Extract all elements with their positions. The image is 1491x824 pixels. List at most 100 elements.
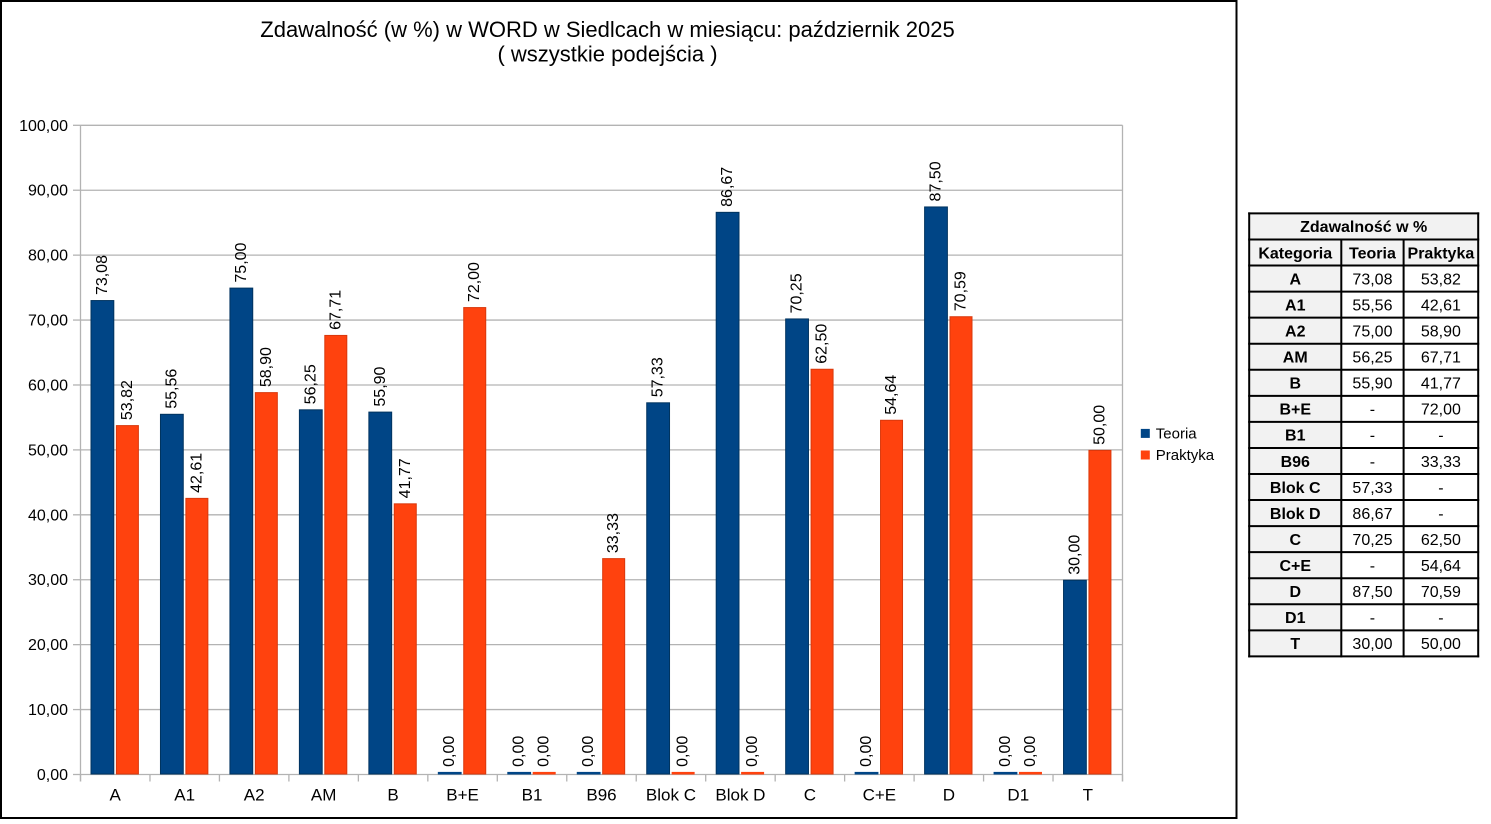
svg-text:Praktyka: Praktyka	[1156, 447, 1215, 464]
svg-text:Zdawalność (w %) w WORD w Sied: Zdawalność (w %) w WORD w Siedlcach w mi…	[260, 17, 954, 42]
svg-text:Blok C: Blok C	[1270, 480, 1321, 497]
svg-text:B+E: B+E	[446, 786, 479, 805]
svg-text:0,00: 0,00	[441, 736, 458, 767]
svg-text:AM: AM	[1283, 350, 1308, 367]
svg-text:-: -	[1370, 558, 1375, 575]
svg-text:A2: A2	[244, 786, 265, 805]
svg-text:33,33: 33,33	[1421, 454, 1461, 471]
svg-text:60,00: 60,00	[28, 377, 68, 394]
svg-text:-: -	[1438, 506, 1443, 523]
svg-text:100,00: 100,00	[19, 118, 68, 135]
svg-text:41,77: 41,77	[1421, 376, 1461, 393]
svg-text:62,50: 62,50	[1421, 532, 1461, 549]
svg-text:Teoria: Teoria	[1156, 426, 1198, 443]
svg-text:Blok D: Blok D	[715, 786, 765, 805]
svg-text:B96: B96	[1281, 454, 1310, 471]
svg-text:67,71: 67,71	[327, 290, 344, 330]
svg-text:-: -	[1370, 454, 1375, 471]
svg-text:C: C	[1289, 532, 1301, 549]
svg-text:-: -	[1370, 610, 1375, 627]
svg-text:A: A	[110, 786, 122, 805]
svg-text:70,25: 70,25	[789, 273, 806, 313]
svg-text:AM: AM	[311, 786, 337, 805]
svg-text:55,90: 55,90	[372, 366, 389, 406]
svg-text:0,00: 0,00	[858, 736, 875, 767]
svg-text:C+E: C+E	[1279, 558, 1311, 575]
svg-text:42,61: 42,61	[1421, 297, 1461, 314]
svg-text:D1: D1	[1285, 610, 1306, 627]
svg-text:40,00: 40,00	[28, 507, 68, 524]
svg-text:67,71: 67,71	[1421, 350, 1461, 367]
svg-text:30,00: 30,00	[1066, 535, 1083, 575]
svg-text:70,59: 70,59	[953, 271, 970, 311]
svg-text:T: T	[1083, 786, 1093, 805]
svg-text:B: B	[387, 786, 398, 805]
svg-text:58,90: 58,90	[1421, 323, 1461, 340]
svg-text:50,00: 50,00	[1421, 636, 1461, 653]
svg-text:0,00: 0,00	[1022, 736, 1039, 767]
svg-text:86,67: 86,67	[1352, 506, 1392, 523]
svg-text:30,00: 30,00	[1352, 636, 1392, 653]
svg-text:55,56: 55,56	[163, 369, 180, 409]
svg-text:53,82: 53,82	[1421, 271, 1461, 288]
svg-text:T: T	[1290, 636, 1300, 653]
svg-text:10,00: 10,00	[28, 702, 68, 719]
svg-text:A1: A1	[1285, 297, 1306, 314]
svg-text:C+E: C+E	[863, 786, 897, 805]
svg-text:54,64: 54,64	[883, 375, 900, 415]
svg-text:Zdawalność w %: Zdawalność w %	[1300, 219, 1427, 236]
svg-text:75,00: 75,00	[1352, 323, 1392, 340]
svg-text:87,50: 87,50	[1352, 584, 1392, 601]
svg-text:30,00: 30,00	[28, 572, 68, 589]
svg-text:42,61: 42,61	[188, 453, 205, 493]
svg-text:58,90: 58,90	[258, 347, 275, 387]
svg-text:B1: B1	[522, 786, 543, 805]
svg-text:87,50: 87,50	[928, 161, 945, 201]
svg-text:57,33: 57,33	[1352, 480, 1392, 497]
svg-text:50,00: 50,00	[28, 442, 68, 459]
svg-text:56,25: 56,25	[1352, 350, 1392, 367]
svg-text:73,08: 73,08	[1352, 271, 1392, 288]
svg-text:0,00: 0,00	[744, 736, 761, 767]
svg-text:55,56: 55,56	[1352, 297, 1392, 314]
svg-text:D: D	[943, 786, 955, 805]
svg-text:B: B	[1289, 376, 1301, 393]
svg-text:B+E: B+E	[1279, 402, 1311, 419]
svg-text:B1: B1	[1285, 428, 1306, 445]
svg-text:Kategoria: Kategoria	[1258, 245, 1332, 262]
svg-text:20,00: 20,00	[28, 637, 68, 654]
svg-text:80,00: 80,00	[28, 248, 68, 265]
svg-text:72,00: 72,00	[1421, 402, 1461, 419]
svg-text:0,00: 0,00	[511, 736, 528, 767]
svg-text:54,64: 54,64	[1421, 558, 1461, 575]
svg-text:( wszystkie podejścia ): ( wszystkie podejścia )	[497, 42, 717, 67]
svg-text:-: -	[1438, 428, 1443, 445]
svg-text:-: -	[1438, 480, 1443, 497]
svg-text:0,00: 0,00	[997, 736, 1014, 767]
svg-text:55,90: 55,90	[1352, 376, 1392, 393]
svg-text:62,50: 62,50	[814, 324, 831, 364]
svg-text:D1: D1	[1007, 786, 1029, 805]
svg-text:41,77: 41,77	[397, 458, 414, 498]
svg-text:B96: B96	[586, 786, 616, 805]
svg-text:D: D	[1289, 584, 1301, 601]
svg-text:Blok C: Blok C	[646, 786, 696, 805]
svg-text:-: -	[1438, 610, 1443, 627]
svg-text:53,82: 53,82	[119, 380, 136, 420]
svg-text:Praktyka: Praktyka	[1408, 245, 1475, 262]
svg-text:70,00: 70,00	[28, 313, 68, 330]
svg-text:73,08: 73,08	[94, 255, 111, 295]
svg-text:A2: A2	[1285, 323, 1306, 340]
svg-text:Teoria: Teoria	[1349, 245, 1396, 262]
svg-text:57,33: 57,33	[650, 357, 667, 397]
svg-text:-: -	[1370, 428, 1375, 445]
svg-text:0,00: 0,00	[580, 736, 597, 767]
svg-text:70,25: 70,25	[1352, 532, 1392, 549]
svg-text:72,00: 72,00	[466, 262, 483, 302]
svg-text:50,00: 50,00	[1091, 405, 1108, 445]
svg-text:0,00: 0,00	[675, 736, 692, 767]
svg-text:-: -	[1370, 402, 1375, 419]
svg-text:75,00: 75,00	[233, 242, 250, 282]
svg-text:0,00: 0,00	[536, 736, 553, 767]
svg-text:Blok D: Blok D	[1270, 506, 1321, 523]
